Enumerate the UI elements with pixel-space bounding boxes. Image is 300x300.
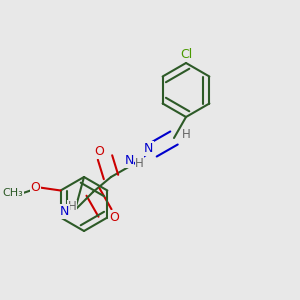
- Text: N: N: [60, 205, 69, 218]
- Text: Cl: Cl: [180, 47, 192, 61]
- Text: H: H: [135, 157, 144, 170]
- Text: N: N: [124, 154, 134, 167]
- Text: O: O: [94, 145, 104, 158]
- Text: O: O: [30, 181, 40, 194]
- Text: CH₃: CH₃: [2, 188, 23, 199]
- Text: N: N: [144, 142, 153, 155]
- Text: O: O: [109, 211, 119, 224]
- Text: H: H: [182, 128, 190, 142]
- Text: H: H: [68, 200, 76, 214]
